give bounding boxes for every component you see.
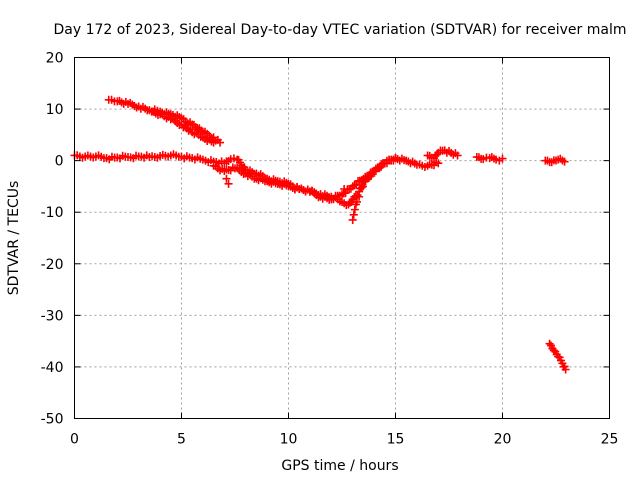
y-tick-label: -30: [41, 308, 64, 324]
y-tick-label: -50: [41, 412, 64, 428]
data-point-interp: [357, 176, 366, 185]
x-tick-label: 20: [494, 432, 512, 448]
data-point: [340, 185, 349, 194]
y-tick-label: 10: [46, 102, 64, 118]
y-tick-label: 0: [55, 154, 64, 170]
data-point-interp: [364, 172, 373, 181]
data-point: [391, 154, 400, 163]
x-tick-label: 15: [387, 432, 405, 448]
data-point: [222, 174, 231, 183]
data-point: [224, 179, 233, 188]
y-tick-label: 20: [46, 51, 64, 67]
data-point-interp: [352, 180, 361, 189]
data-point-interp: [375, 164, 384, 173]
data-point-interp: [184, 126, 193, 135]
data-point: [453, 151, 462, 160]
data-point-interp: [358, 182, 367, 191]
axis-tick-labels: 0 5 10 15 20 25 -50 -40 -30 -20 -10 0 10 20: [41, 51, 619, 448]
data-point: [209, 138, 218, 147]
y-tick-label: -10: [41, 205, 64, 221]
series-segment-22h: [541, 154, 569, 167]
data-point: [350, 205, 359, 214]
y-axis-title: SDTVAR / TECUs: [6, 181, 22, 296]
grid: [74, 57, 610, 419]
data-point: [498, 154, 507, 163]
series-descending-arc-lower: [147, 107, 218, 147]
x-tick-label: 25: [601, 432, 619, 448]
x-tick-label: 10: [280, 432, 298, 448]
x-tick-label: 5: [177, 432, 186, 448]
data-point: [349, 210, 358, 219]
series-track-second: [209, 154, 400, 204]
data-point: [545, 339, 554, 348]
data-point: [348, 182, 357, 191]
data-point: [434, 159, 443, 168]
x-tick-label: 0: [70, 432, 79, 448]
data-point: [352, 197, 361, 206]
axis-ticks: [74, 57, 610, 419]
y-tick-label: -20: [41, 257, 64, 273]
plot-frame: [74, 57, 610, 419]
series-segment-19h: [472, 153, 507, 165]
series-segment-17h: [423, 146, 462, 163]
x-axis-title: GPS time / hours: [281, 458, 398, 474]
data-point: [560, 157, 569, 166]
series-segment-22h-drop: [545, 339, 570, 374]
data-point-interp: [368, 168, 377, 177]
data-point: [355, 192, 364, 201]
data-point-interp: [179, 123, 188, 132]
data-point-interp: [357, 183, 366, 192]
data-point: [348, 215, 357, 224]
data-marks: [70, 95, 570, 374]
y-tick-label: -40: [41, 360, 64, 376]
data-point-interp: [432, 150, 441, 159]
data-point-interp: [341, 189, 350, 198]
data-point: [549, 346, 558, 355]
data-point: [561, 365, 570, 374]
chart-title: Day 172 of 2023, Sidereal Day-to-day VTE…: [54, 22, 627, 38]
series-dropout-dips: [222, 174, 364, 224]
